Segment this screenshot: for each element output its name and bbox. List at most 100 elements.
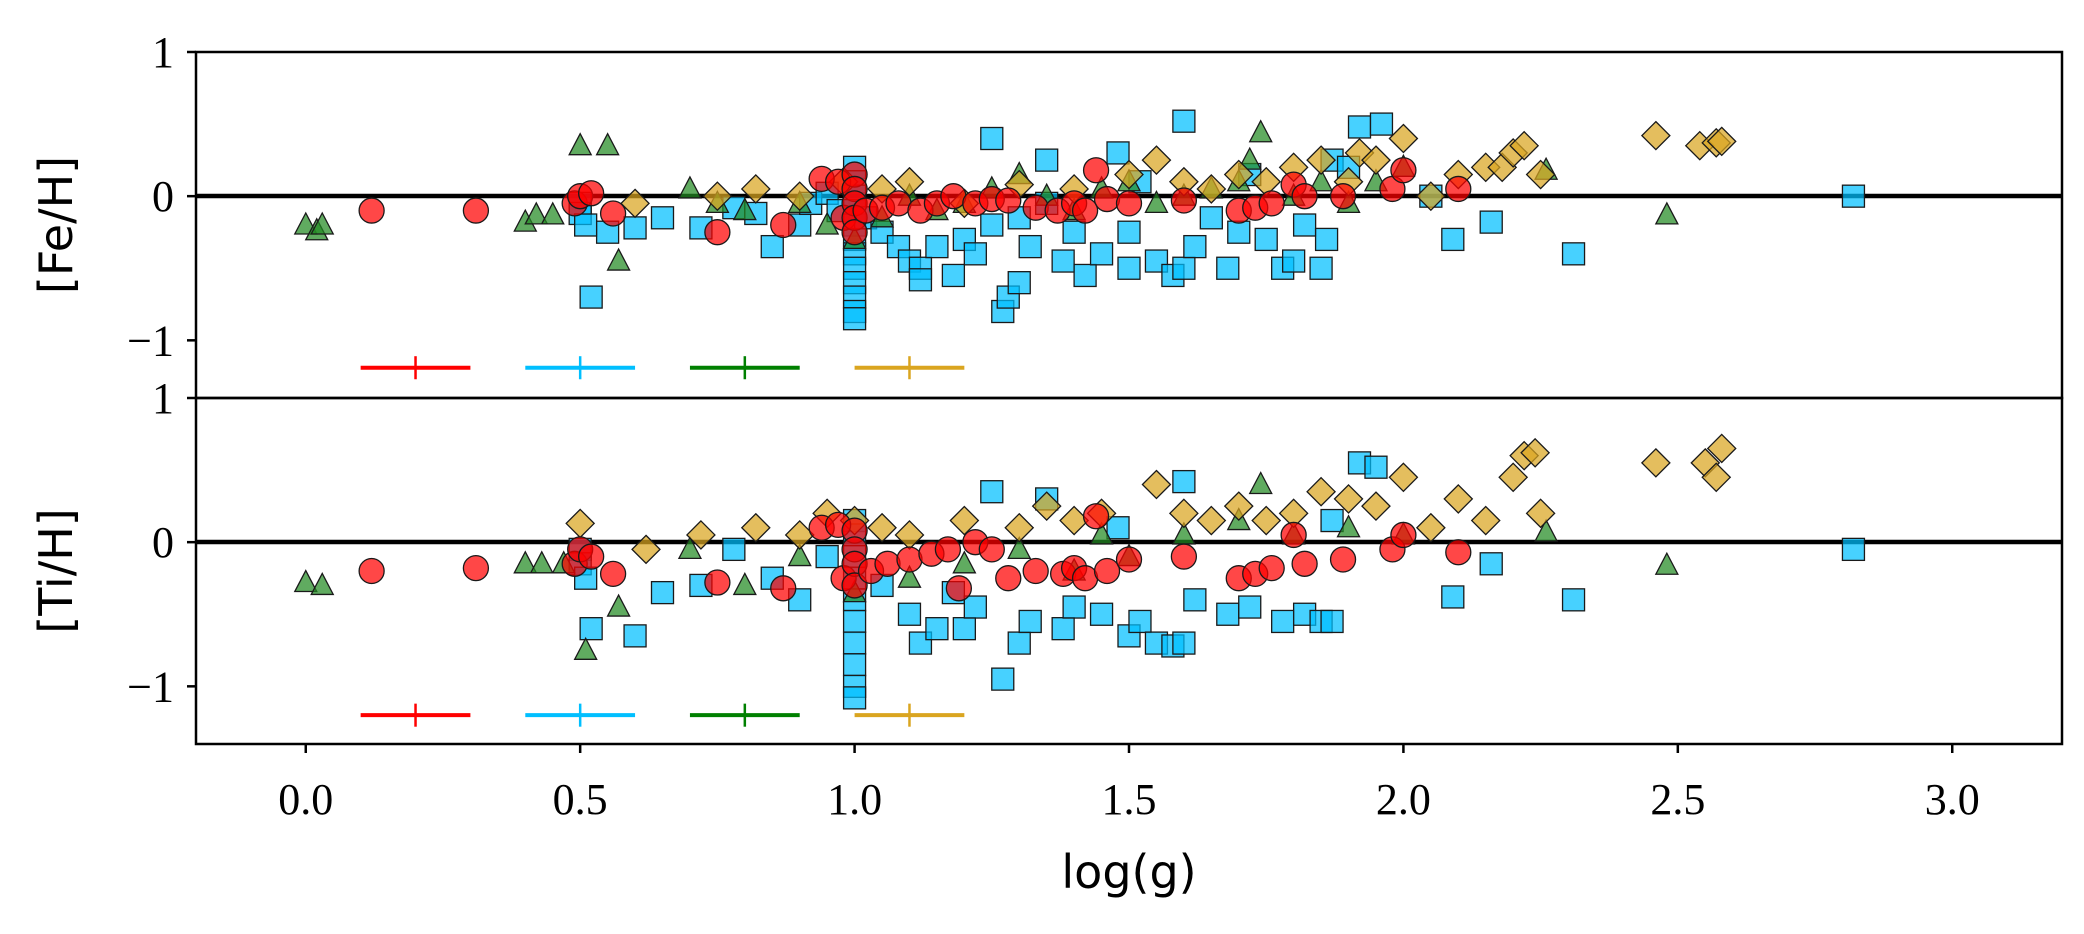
point-circle (1445, 539, 1472, 566)
point-diamond (1223, 159, 1254, 190)
point-square (941, 263, 966, 288)
point-circle (841, 219, 868, 246)
x-tick-label: 1.5 (1102, 775, 1157, 824)
point-diamond (894, 166, 925, 197)
x-axis-label: log(g) (1061, 845, 1196, 899)
x-tick-label: 0.5 (553, 775, 608, 824)
point-square (1172, 109, 1196, 133)
point-diamond (1141, 145, 1172, 176)
point-square (908, 268, 933, 292)
point-square (1320, 609, 1344, 634)
error-bar-sample (360, 356, 471, 380)
point-triangle (1089, 521, 1114, 545)
point-square (579, 285, 603, 309)
point-diamond (631, 534, 661, 565)
point-square (1018, 609, 1042, 634)
point-diamond (1498, 462, 1529, 493)
point-diamond (1223, 491, 1254, 522)
point-diamond (949, 505, 980, 536)
point-circle (1329, 183, 1357, 210)
point-circle (1390, 157, 1417, 184)
point-circle (1115, 546, 1143, 573)
point-circle (1071, 565, 1099, 592)
point-square (1841, 184, 1866, 208)
point-circle (1082, 157, 1110, 184)
point-diamond (1415, 512, 1446, 543)
point-square (991, 667, 1015, 691)
point-circle (578, 543, 605, 570)
point-square (980, 126, 1004, 151)
point-square (1441, 585, 1465, 609)
point-triangle (568, 132, 593, 156)
point-square (1183, 234, 1207, 259)
point-circle (1280, 521, 1307, 549)
error-bar-sample (689, 356, 800, 380)
point-diamond (565, 508, 596, 539)
point-circle (945, 575, 973, 602)
point-circle (1022, 194, 1049, 221)
point-triangle (732, 572, 757, 596)
point-square (1106, 516, 1130, 540)
point-square (1254, 227, 1278, 252)
point-circle (1291, 550, 1318, 577)
point-triangle (524, 201, 549, 225)
point-square (1238, 595, 1262, 619)
y-tick-label: −1 (127, 316, 174, 365)
point-circle (1071, 197, 1099, 224)
point-diamond (1443, 483, 1474, 514)
point-square (1062, 220, 1086, 244)
point-square (842, 686, 867, 710)
point-square (650, 206, 675, 230)
point-square (722, 537, 746, 562)
point-square (1561, 242, 1586, 266)
point-triangle (1144, 189, 1169, 214)
point-diamond (1388, 462, 1419, 493)
point-circle (599, 560, 627, 588)
point-triangle (293, 569, 318, 593)
point-square (1479, 552, 1503, 576)
point-square (963, 595, 987, 619)
point-circle (1291, 183, 1318, 210)
point-square (1172, 469, 1196, 494)
panel-ti-yticks: 1 0 −1 (127, 374, 196, 711)
y-tick-label: 0 (152, 172, 174, 221)
point-square (1062, 595, 1086, 619)
point-diamond (1251, 505, 1282, 536)
point-square (1172, 631, 1196, 655)
point-triangle (310, 572, 335, 596)
point-square (650, 580, 675, 605)
point-square (1347, 115, 1372, 139)
point-square (574, 213, 598, 237)
point-diamond (620, 188, 650, 219)
point-diamond (1415, 181, 1446, 212)
point-square (1369, 112, 1394, 136)
point-square (925, 617, 949, 641)
point-square (1183, 588, 1207, 612)
point-triangle (787, 543, 812, 567)
point-circle (1022, 557, 1049, 585)
x-tick-label: 3.0 (1925, 775, 1980, 824)
point-circle (1445, 175, 1472, 203)
point-diamond (1706, 433, 1737, 464)
point-triangle (1309, 168, 1334, 192)
point-diamond (1361, 491, 1391, 522)
y-tick-label: 1 (152, 374, 174, 423)
panel-fe: 1 0 −1 [Fe/H] (29, 28, 2064, 400)
point-triangle (1534, 518, 1559, 542)
point-triangle (540, 201, 565, 225)
point-circle (1093, 557, 1121, 585)
point-square (1479, 210, 1503, 234)
point-triangle (310, 211, 335, 235)
point-diamond (1333, 483, 1364, 514)
point-circle (1329, 546, 1357, 573)
point-circle (770, 211, 797, 239)
point-diamond (1361, 145, 1391, 176)
point-square (1199, 206, 1223, 230)
point-diamond (1509, 130, 1540, 161)
panel-fe-ylabel: [Fe/H] (29, 156, 83, 294)
point-circle (578, 180, 605, 207)
point-square (842, 653, 867, 677)
point-triangle (732, 197, 757, 221)
point-diamond (867, 512, 897, 543)
